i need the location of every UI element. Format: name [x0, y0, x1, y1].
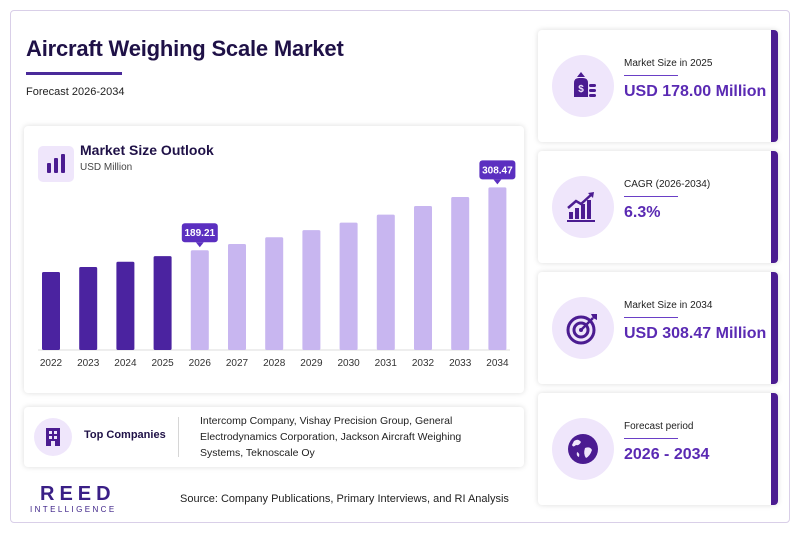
stat-value: 6.3%	[624, 204, 661, 221]
target-icon	[552, 297, 614, 359]
card-accent	[771, 30, 778, 142]
stat-rule	[624, 317, 678, 318]
bar-chart: 2022 2023 2024 2025 2026 189.21 2027 2028 2029 20…	[38, 160, 516, 369]
brand-logo: REED	[40, 483, 116, 505]
source-note: Source: Company Publications, Primary In…	[180, 493, 509, 505]
stat-rule	[624, 438, 678, 439]
chart-unit: USD Million	[80, 162, 133, 173]
x-tick-label: 2030	[337, 358, 360, 369]
page-subtitle: Forecast 2026-2034	[26, 86, 125, 98]
bar-chart-icon	[38, 146, 74, 182]
x-tick-label: 2033	[449, 358, 472, 369]
x-tick-label: 2034	[486, 358, 509, 369]
stat-label: Forecast period	[624, 421, 694, 432]
money-bag-icon: $	[552, 55, 614, 117]
page-title: Aircraft Weighing Scale Market	[26, 36, 344, 61]
top-companies-label: Top Companies	[84, 429, 166, 441]
top-companies-list: Intercomp Company, Vishay Precision Grou…	[200, 415, 462, 459]
x-tick-label: 2025	[151, 358, 174, 369]
svg-text:$: $	[578, 84, 584, 95]
x-tick-label: 2029	[300, 358, 323, 369]
stat-label: CAGR (2026-2034)	[624, 179, 711, 190]
divider	[178, 417, 179, 457]
x-tick-label: 2026	[189, 358, 212, 369]
chart-card: Market Size Outlook USD Million 2022 2023…	[24, 126, 524, 393]
x-tick-label: 2031	[375, 358, 398, 369]
x-tick-label: 2022	[40, 358, 63, 369]
bar-2033	[451, 196, 470, 350]
bar-2029	[302, 230, 321, 350]
data-label-2034: 308.47	[479, 160, 516, 185]
bar-2022	[42, 271, 60, 350]
stat-label: Market Size in 2025	[624, 58, 713, 69]
x-tick-label: 2028	[263, 358, 286, 369]
chart-title: Market Size Outlook	[80, 142, 214, 158]
stat-card-market-2025: $ Market Size in 2025 USD 178.00 Million	[538, 30, 778, 142]
bar-2028	[265, 237, 284, 350]
top-companies-card: Top Companies Intercomp Company, Vishay …	[24, 407, 524, 467]
x-tick-label: 2027	[226, 358, 249, 369]
stat-label: Market Size in 2034	[624, 300, 713, 311]
brand-logo-subtitle: INTELLIGENCE	[30, 505, 117, 514]
card-accent	[771, 151, 778, 263]
title-underline	[26, 72, 122, 75]
stat-value: 2026 - 2034	[624, 446, 710, 463]
x-tick-label: 2023	[77, 358, 100, 369]
svg-text:308.47: 308.47	[482, 165, 513, 176]
card-accent	[771, 393, 778, 505]
svg-text:189.21: 189.21	[185, 228, 216, 239]
bar-2025	[153, 256, 172, 350]
growth-chart-icon	[552, 176, 614, 238]
bar-2023	[79, 267, 98, 350]
bar-2030	[339, 222, 358, 350]
bar-2031	[376, 214, 395, 350]
card-accent	[771, 272, 778, 384]
building-icon	[34, 418, 72, 456]
stat-rule	[624, 75, 678, 76]
x-tick-label: 2024	[114, 358, 137, 369]
stat-card-forecast-period: Forecast period 2026 - 2034	[538, 393, 778, 505]
data-label-2026: 189.21	[181, 223, 218, 248]
infographic-frame	[10, 10, 790, 523]
bar-2027	[228, 243, 246, 350]
bar-2032	[414, 206, 432, 350]
stat-value: USD 308.47 Million	[624, 325, 767, 342]
stat-card-market-2034: Market Size in 2034 USD 308.47 Million	[538, 272, 778, 384]
globe-icon	[552, 418, 614, 480]
x-tick-label: 2032	[412, 358, 435, 369]
stat-rule	[624, 196, 678, 197]
bar-2034	[488, 187, 507, 350]
stat-value: USD 178.00 Million	[624, 83, 767, 100]
bar-2026	[190, 250, 209, 350]
stat-card-cagr: CAGR (2026-2034) 6.3%	[538, 151, 778, 263]
bar-2024	[116, 261, 135, 350]
